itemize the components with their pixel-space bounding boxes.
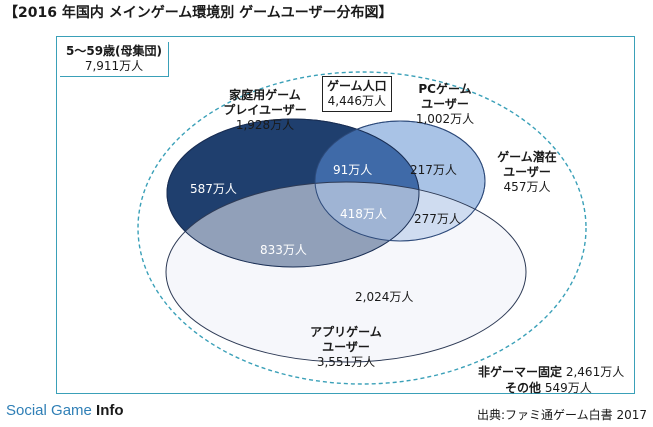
region-pc-app: 277万人 — [414, 212, 461, 226]
brand-logo: Social Game Info — [6, 402, 124, 419]
population-box: 5～59歳(母集団) 7,911万人 — [60, 42, 170, 77]
region-app-only: 2,024万人 — [355, 290, 414, 304]
page-title: 【2016 年国内 メインゲーム環境別 ゲームユーザー分布図】 — [4, 5, 393, 21]
source-note: 出典:ファミ通ゲーム白書 2017 — [476, 408, 647, 422]
app-ellipse — [165, 181, 527, 363]
region-all-three: 418万人 — [340, 207, 387, 221]
non-gamer-other: その他 549万人 — [505, 381, 592, 395]
app-label: アプリゲーム ユーザー 3,551万人 — [310, 325, 382, 369]
region-pc-only: 217万人 — [410, 163, 457, 177]
non-gamer-fixed: 非ゲーマー固定 2,461万人 — [478, 365, 625, 379]
latent-label: ゲーム潜在 ユーザー 457万人 — [497, 150, 557, 194]
game-population-value: 4,446万人 — [327, 94, 386, 108]
population-value: 7,911万人 — [84, 59, 144, 73]
region-console-app: 833万人 — [260, 243, 307, 257]
console-label: 家庭用ゲーム プレイユーザー 1,928万人 — [223, 88, 307, 132]
region-console-only: 587万人 — [190, 182, 237, 196]
region-console-pc: 91万人 — [333, 163, 373, 177]
pc-label: PCゲーム ユーザー 1,002万人 — [415, 82, 475, 126]
game-population-ellipse — [137, 71, 587, 385]
game-population-label: ゲーム人口 — [327, 79, 387, 93]
game-population-box: ゲーム人口 4,446万人 — [322, 76, 392, 112]
population-label: 5～59歳(母集団) — [66, 44, 163, 58]
population-frame — [56, 36, 635, 394]
